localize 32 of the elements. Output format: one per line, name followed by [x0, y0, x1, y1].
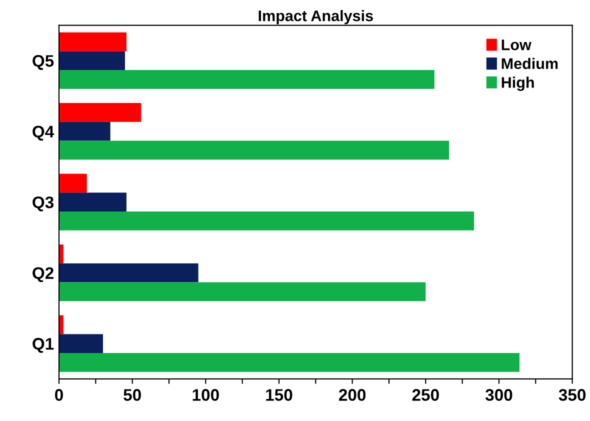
x-tick-label: 300 [485, 389, 512, 401]
x-tick-label: 200 [338, 389, 366, 401]
bar [59, 212, 474, 230]
legend-label: Low [502, 40, 532, 50]
bar [59, 315, 64, 334]
bar [59, 244, 64, 264]
x-tick-label: 0 [55, 389, 63, 401]
legend-label: Medium [502, 58, 558, 70]
y-tick-label: Q1 [32, 338, 54, 353]
chart-title: Impact Analysis [258, 10, 373, 24]
y-tick-label: Q2 [32, 267, 54, 282]
bar [59, 140, 450, 160]
x-tick-label: 100 [192, 389, 219, 401]
bar [59, 51, 125, 70]
bar [59, 192, 126, 212]
x-tick-label: 50 [124, 389, 141, 401]
bar [59, 282, 426, 302]
bar [59, 174, 87, 193]
y-tick-label: Q5 [32, 55, 54, 70]
bar [59, 103, 142, 122]
bar [59, 32, 126, 52]
bar [59, 122, 110, 141]
y-tick-label: Q3 [32, 196, 54, 212]
x-tick-label: 250 [412, 389, 439, 401]
legend-label: High [502, 76, 534, 91]
bar [59, 352, 520, 372]
bar [59, 263, 198, 282]
x-tick-label: 350 [558, 389, 586, 401]
y-tick-label: Q4 [32, 126, 54, 141]
x-tick-label: 150 [266, 389, 292, 401]
bar [59, 70, 434, 89]
bar [59, 334, 103, 353]
